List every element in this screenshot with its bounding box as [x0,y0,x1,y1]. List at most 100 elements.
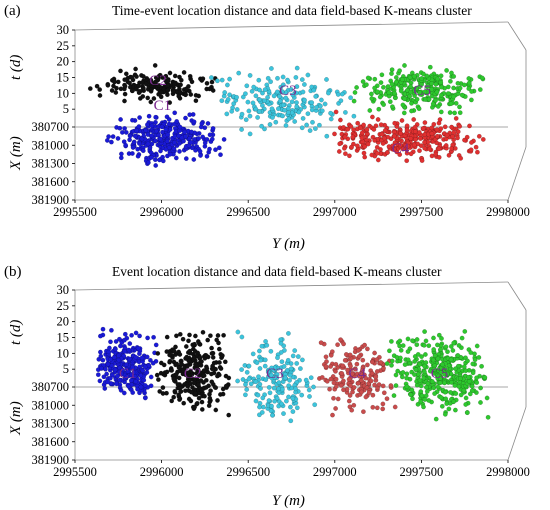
panel-b-point [181,400,187,406]
panel-b-point [440,362,445,367]
panel-b-point [164,334,170,340]
panel-a-point [259,123,264,129]
panel-a-point [375,117,381,122]
panel-b-point [174,361,180,367]
panel-b-point [443,344,449,350]
panel-a-point [438,109,444,115]
panel-b-point [285,330,291,336]
panel-b-point [410,338,415,344]
panel-b-point [154,372,160,378]
panel-b-point [324,378,330,384]
panel-b-point [180,336,186,342]
panel-a-point [244,83,250,89]
panel-a-point [170,88,176,94]
panel-b-point [421,369,427,375]
panel-b-point [341,387,346,393]
panel-b-point [391,393,397,398]
panel-a-point [360,79,366,85]
panel-b-point [335,342,340,348]
panel-b-point [333,361,339,367]
panel-a-point [362,154,368,160]
panel-b-point [198,378,204,383]
panel-b-point [349,371,355,377]
panel-a-point [166,121,172,127]
panel-b-point [478,400,483,405]
panel-a-point [253,106,259,112]
panel-a-point [129,74,135,80]
panel-b-box-edge [507,406,527,461]
panel-a-y-tick-label: 2996000 [140,205,184,219]
panel-a-point [443,143,449,148]
panel-a-point [316,122,322,128]
panel-a-point [397,68,402,74]
panel-b-point [107,345,112,351]
panel-a-point [371,126,377,132]
panel-b-point [194,370,200,376]
panel-a-point [200,134,206,140]
panel-b-point [173,344,178,350]
panel-a-point [444,68,449,73]
panel-b-point [279,401,284,407]
panel-a-point [435,76,440,82]
panel-b-point [195,382,201,387]
panel-b-point [348,383,353,388]
panel-a-point [208,75,214,81]
panel-b-point [400,370,406,375]
panel-b-point [281,411,286,416]
panel-a-point [452,110,457,116]
panel-b-point [184,354,190,360]
panel-a-point [283,95,289,101]
panel-a-point [140,148,146,154]
panel-b-point [417,361,423,367]
panel-b-point [476,354,482,360]
panel-b-point [179,361,185,367]
panel-b-point [459,335,465,341]
panel-b-point [439,403,445,409]
panel-b-point [209,350,215,356]
panel-b-point [358,377,364,383]
panel-a-point [449,145,454,151]
panel-b-point [186,396,192,402]
panel-a-point [369,114,375,120]
panel-a-point [249,88,255,94]
panel-a-point [280,113,285,119]
panel-b-point [214,337,220,343]
panel-b-point [112,367,118,373]
panel-b-point [186,358,192,364]
panel-b-point [438,370,444,375]
panel-a-point [134,74,139,80]
panel-a-point [351,113,357,119]
panel-a-point [430,101,436,107]
panel-a-point [269,106,275,112]
panel-b-point [341,341,346,347]
panel-b-point [171,394,177,400]
panel-b-point [398,347,404,353]
panel-b-point [290,395,296,401]
panel-a-point [122,77,128,83]
panel-b-y-tick-label: 2998000 [486,465,530,479]
panel-b-point [330,412,335,418]
panel-a-point [375,89,380,95]
panel-b-cluster-label: C1 [119,366,137,382]
panel-a-point [221,136,227,142]
panel-b-point [265,369,271,375]
panel-b-point [164,369,170,375]
panel-a-point [412,124,418,130]
panel-a-point [389,81,395,87]
panel-b-point [104,371,110,377]
panel-b-t-tick-label: 5 [63,362,69,376]
panel-a-point [140,94,146,99]
panel-a-point [276,94,282,99]
panel-b-cluster-label: C5 [431,366,449,382]
panel-a-point [363,82,369,88]
panel-a-point [313,94,319,99]
panel-b-point [281,363,287,369]
panel-a-point [94,83,100,89]
panel-b-y-tick-label: 2997000 [313,465,357,479]
panel-a-point [307,128,313,134]
panel-a-point [140,85,146,91]
panel-a-cluster-label: C3 [279,83,297,99]
panel-b-point [369,370,375,376]
panel-a-point [436,146,442,152]
panel-a-box-edge [74,21,509,31]
